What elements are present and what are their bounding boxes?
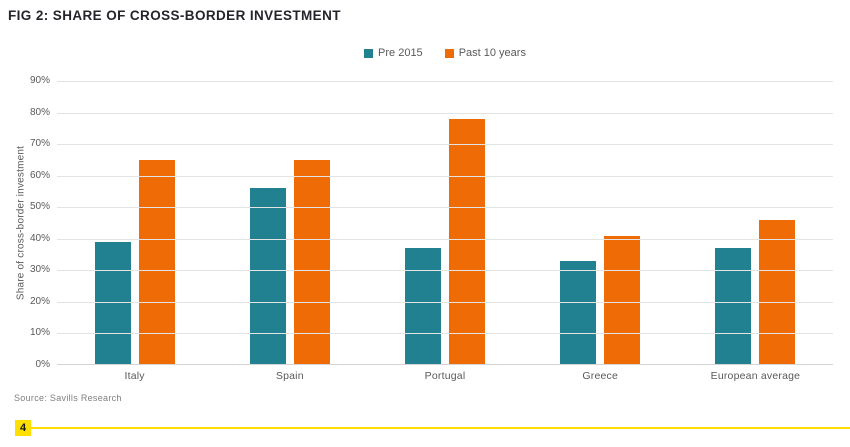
- legend-item-pre-2015: Pre 2015: [364, 47, 423, 59]
- gridline-90: [57, 81, 833, 82]
- bar-past-10-years-greece: [604, 235, 641, 365]
- x-label-greece: Greece: [582, 370, 619, 382]
- bar-pre-2015-european-average: [715, 248, 752, 365]
- plot-area: [57, 81, 833, 365]
- bar-past-10-years-portugal: [449, 118, 485, 365]
- gridline-20: [57, 302, 833, 303]
- figure-title: FIG 2: SHARE OF CROSS-BORDER INVESTMENT: [8, 8, 341, 23]
- legend-swatch-icon: [364, 48, 374, 58]
- legend-item-past-10-years: Past 10 years: [444, 47, 526, 59]
- legend-label: Pre 2015: [378, 47, 423, 59]
- y-tick-0: 0%: [35, 359, 50, 370]
- y-tick-90: 90%: [29, 75, 50, 86]
- y-axis-title: Share of cross-border investment: [15, 145, 27, 301]
- source-note: Source: Savills Research: [14, 393, 122, 403]
- bar-pre-2015-spain: [249, 188, 286, 365]
- x-label-spain: Spain: [275, 370, 304, 382]
- y-tick-60: 60%: [29, 170, 50, 181]
- bar-past-10-years-italy: [138, 159, 175, 365]
- bar-groups: [57, 81, 833, 365]
- bar-pre-2015-greece: [560, 260, 597, 365]
- x-label-european-average: European average: [710, 370, 801, 382]
- gridline-0: [57, 364, 833, 365]
- legend-label: Past 10 years: [458, 47, 526, 59]
- chart-legend: Pre 2015 Past 10 years: [57, 47, 833, 59]
- footer-rule: [31, 427, 850, 429]
- y-tick-20: 20%: [29, 296, 50, 307]
- gridline-80: [57, 113, 833, 114]
- gridline-50: [57, 207, 833, 208]
- y-tick-10: 10%: [29, 327, 50, 338]
- gridline-10: [57, 333, 833, 334]
- bar-pre-2015-portugal: [405, 248, 441, 365]
- y-tick-80: 80%: [29, 107, 50, 118]
- x-axis-labels: Italy Spain Portugal Greece European average: [57, 370, 833, 382]
- bar-group-greece: [523, 81, 678, 365]
- x-label-portugal: Portugal: [424, 370, 466, 382]
- bar-past-10-years-european-average: [759, 219, 796, 365]
- bar-group-spain: [212, 81, 367, 365]
- gridline-70: [57, 144, 833, 145]
- y-tick-70: 70%: [29, 138, 50, 149]
- legend-swatch-icon: [444, 48, 454, 58]
- bar-group-european-average: [678, 81, 833, 365]
- y-tick-30: 30%: [29, 264, 50, 275]
- bar-group-portugal: [367, 81, 522, 365]
- gridline-40: [57, 239, 833, 240]
- y-tick-50: 50%: [29, 201, 50, 212]
- x-label-italy: Italy: [124, 370, 145, 382]
- bar-pre-2015-italy: [94, 241, 131, 365]
- page-number-badge: 4: [15, 420, 31, 436]
- bar-group-italy: [57, 81, 212, 365]
- gridline-30: [57, 270, 833, 271]
- y-tick-40: 40%: [29, 233, 50, 244]
- bar-chart: Share of cross-border investment 0% 10% 20…: [0, 75, 850, 370]
- gridline-60: [57, 176, 833, 177]
- bar-past-10-years-spain: [293, 159, 330, 365]
